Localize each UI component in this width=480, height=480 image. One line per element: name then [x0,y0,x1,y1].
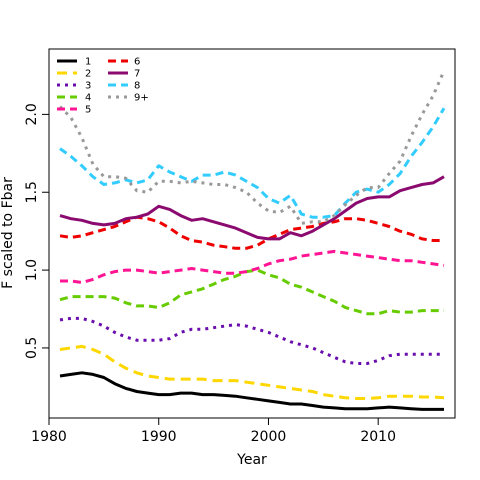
series-line-5 [60,249,445,284]
series-layer [58,70,446,411]
x-tick-label: 1990 [141,429,177,445]
legend-label-9plus: 9+ [134,93,149,104]
x-tick-label: 1980 [31,429,67,445]
x-axis-title: Year [236,452,267,468]
legend-label-3: 3 [85,81,91,92]
series-line-9plus [58,70,446,225]
legend-label-1: 1 [85,57,91,68]
series-line-4 [59,268,444,316]
legend-label-8: 8 [134,81,140,92]
legend-label-7: 7 [134,69,140,80]
series-line-1 [59,371,444,411]
legend-label-5: 5 [85,105,91,116]
y-axis-title: F scaled to Fbar [0,177,16,289]
x-tick-label: 2010 [360,429,396,445]
y-tick-label: 2.0 [24,103,40,125]
series-line-3 [59,316,444,365]
legend-label-4: 4 [85,93,91,104]
y-tick-label: 0.5 [24,337,40,359]
series-line-7 [59,175,445,241]
legend-label-2: 2 [85,69,91,80]
y-tick-label: 1.0 [24,259,40,281]
legend-label-6: 6 [134,57,140,68]
y-tick-label: 1.5 [24,181,40,203]
series-line-2 [59,344,445,400]
series-line-8 [59,107,446,219]
x-tick-label: 2000 [251,429,287,445]
y-axis: 0.5 1.0 1.5 2.0 [24,103,50,359]
x-axis: 1980 1990 2000 2010 [31,417,396,445]
series-line-6 [59,215,444,250]
